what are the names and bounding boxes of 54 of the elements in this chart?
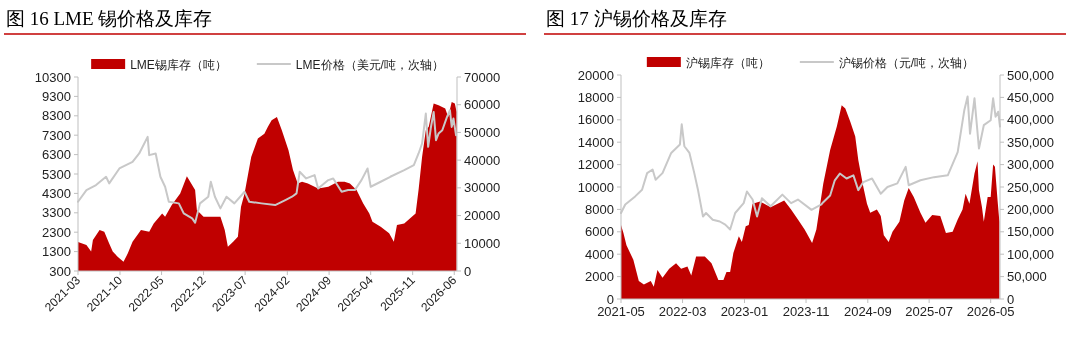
y2-tick-label: 0	[1007, 291, 1015, 307]
y2-tick-label: 70000	[464, 69, 501, 85]
y-tick-label: 12000	[577, 157, 614, 173]
y2-tick-label: 450,000	[1007, 89, 1054, 105]
y-tick-label: 6300	[42, 147, 71, 163]
y-tick-label: 2000	[585, 269, 614, 285]
y2-tick-label: 200,000	[1007, 201, 1054, 217]
x-tick-label: 2023-11	[782, 304, 830, 319]
y-tick-label: 4000	[585, 246, 614, 262]
chart-title: 图 16 LME 锡价格及库存	[6, 8, 213, 29]
y2-tick-label: 250,000	[1007, 179, 1054, 195]
y2-tick-label: 350,000	[1007, 134, 1054, 150]
y2-tick-label: 50,000	[1007, 269, 1047, 285]
y-tick-label: 4300	[42, 185, 71, 201]
y-tick-label: 300	[49, 263, 71, 279]
y-tick-label: 10300	[34, 69, 71, 85]
y2-tick-label: 400,000	[1007, 112, 1054, 128]
y2-tick-label: 300,000	[1007, 157, 1054, 173]
y2-tick-label: 150,000	[1007, 224, 1054, 240]
x-tick-label: 2024-09	[843, 304, 892, 319]
y2-tick-label: 20000	[464, 208, 501, 224]
y-tick-label: 9300	[42, 88, 71, 104]
y2-tick-label: 10000	[464, 235, 501, 251]
y-tick-label: 5300	[42, 166, 71, 182]
y-tick-label: 20000	[577, 67, 614, 83]
y-tick-label: 8000	[585, 201, 614, 217]
y-tick-label: 3300	[42, 205, 71, 221]
y2-tick-label: 40000	[464, 152, 501, 168]
y-tick-label: 7300	[42, 127, 71, 143]
y-tick-label: 18000	[577, 89, 614, 105]
y2-tick-label: 0	[464, 263, 472, 279]
y-tick-label: 2300	[42, 224, 71, 240]
y2-tick-label: 100,000	[1007, 246, 1054, 262]
x-tick-label: 2021-05	[597, 304, 645, 319]
y-tick-label: 14000	[577, 134, 614, 150]
y-tick-label: 8300	[42, 108, 71, 124]
x-tick-label: 2026-05	[966, 304, 1015, 319]
y-tick-label: 6000	[585, 224, 614, 240]
x-tick-label: 2025-07	[905, 304, 953, 319]
y2-tick-label: 500,000	[1007, 67, 1054, 83]
x-tick-label: 2023-01	[720, 304, 769, 319]
legend-label: LME价格（美元/吨，次轴）	[295, 57, 444, 72]
y-tick-label: 1300	[42, 244, 71, 260]
legend-label: 沪锡价格（元/吨，次轴）	[838, 55, 975, 70]
y2-tick-label: 50000	[464, 124, 501, 140]
y2-tick-label: 60000	[464, 97, 501, 113]
y-tick-label: 0	[606, 291, 614, 307]
y-tick-label: 16000	[577, 112, 614, 128]
legend-label: 沪锡库存（吨）	[685, 55, 770, 70]
y-tick-label: 10000	[577, 179, 614, 195]
x-tick-label: 2022-03	[658, 304, 707, 319]
legend-label: LME锡库存（吨）	[130, 57, 227, 72]
y2-tick-label: 30000	[464, 180, 501, 196]
chart-title: 图 17 沪锡价格及库存	[546, 8, 727, 29]
